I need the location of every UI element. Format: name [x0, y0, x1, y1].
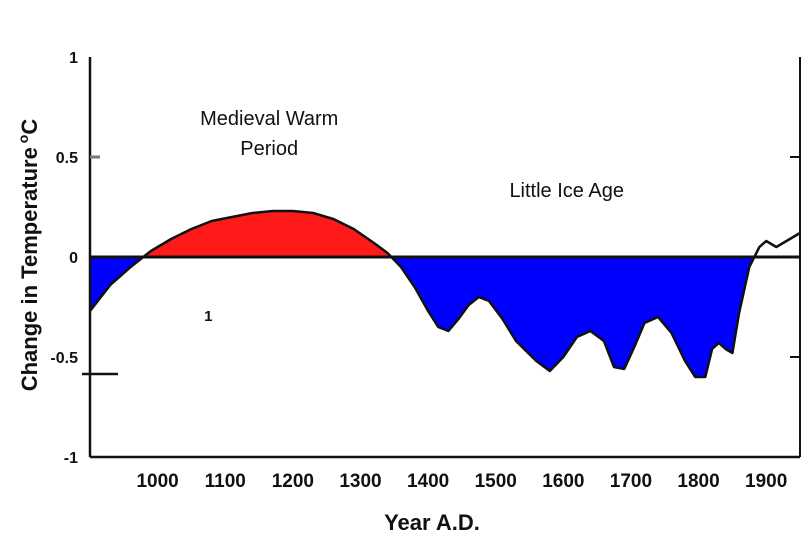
annotation-label: 1 [204, 308, 212, 325]
x-tick-label: 1500 [475, 471, 517, 492]
x-tick-label: 1400 [407, 471, 449, 492]
medieval-warm-area [143, 211, 392, 257]
little-ice-age-area [90, 257, 755, 377]
annotation-label: Medieval Warm [200, 108, 338, 130]
x-tick-label: 1100 [205, 471, 246, 492]
y-axis-ticks: 1 0.5 0 -0.5 -1 [50, 50, 800, 467]
x-tick-label: 1300 [339, 471, 381, 492]
x-tick-label: 1000 [136, 471, 178, 492]
y-tick-label: 0.5 [56, 150, 78, 167]
chart-annotations: Medieval Warm Period Little Ice Age 1 [200, 108, 624, 325]
x-tick-label: 1600 [542, 471, 584, 492]
x-tick-label: 1900 [745, 471, 787, 492]
y-tick-label: 1 [69, 50, 78, 67]
x-tick-label: 1200 [272, 471, 314, 492]
annotation-label: Little Ice Age [509, 180, 624, 202]
y-tick-label: 0 [69, 250, 78, 267]
y-axis-title-group: Change in Temperature oC [15, 119, 42, 392]
y-axis-title: Change in Temperature oC [15, 119, 42, 392]
y-tick-label: -0.5 [50, 350, 78, 367]
y-tick-label: -1 [64, 450, 78, 467]
x-tick-label: 1800 [677, 471, 719, 492]
y-axis-title-main: Change in Temperature [17, 147, 42, 391]
temperature-line [89, 209, 801, 379]
x-axis-ticks: 1000 1100 1200 1300 1400 1500 1600 1700 1800 1900 [136, 471, 787, 492]
y-axis-title-unit: C [17, 119, 42, 135]
x-axis-title: Year A.D. [384, 510, 480, 535]
x-tick-label: 1700 [610, 471, 652, 492]
y-axis-title-degree: o [15, 135, 31, 144]
annotation-label: Period [240, 138, 298, 160]
